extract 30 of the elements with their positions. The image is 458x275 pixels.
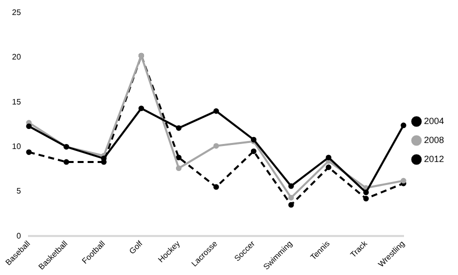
point bbox=[288, 202, 294, 208]
point bbox=[176, 154, 182, 160]
point bbox=[363, 190, 369, 196]
point bbox=[363, 196, 369, 202]
point bbox=[176, 165, 182, 172]
point bbox=[138, 106, 144, 112]
point bbox=[400, 122, 406, 128]
x-tick-label: Golf bbox=[128, 238, 145, 256]
point bbox=[400, 178, 406, 184]
point bbox=[176, 125, 182, 131]
point bbox=[26, 149, 32, 155]
y-tick-label: 15 bbox=[12, 97, 22, 106]
y-tick-label: 20 bbox=[12, 52, 22, 62]
y-tick-label: 25 bbox=[12, 8, 22, 18]
point bbox=[326, 154, 332, 160]
y-tick-label: 10 bbox=[12, 142, 22, 151]
point bbox=[213, 108, 219, 114]
y-tick-label: 5 bbox=[16, 186, 22, 196]
point bbox=[288, 183, 294, 189]
legend-label: 2008 bbox=[424, 134, 444, 145]
point bbox=[26, 123, 32, 130]
y-tick-label: 0 bbox=[16, 231, 22, 240]
point bbox=[64, 159, 70, 165]
legend-label: 2012 bbox=[424, 154, 444, 164]
legend-label: 2004 bbox=[424, 116, 444, 126]
point bbox=[213, 184, 219, 190]
point bbox=[250, 148, 256, 154]
point bbox=[288, 194, 294, 201]
point bbox=[213, 143, 219, 149]
point bbox=[326, 164, 332, 170]
